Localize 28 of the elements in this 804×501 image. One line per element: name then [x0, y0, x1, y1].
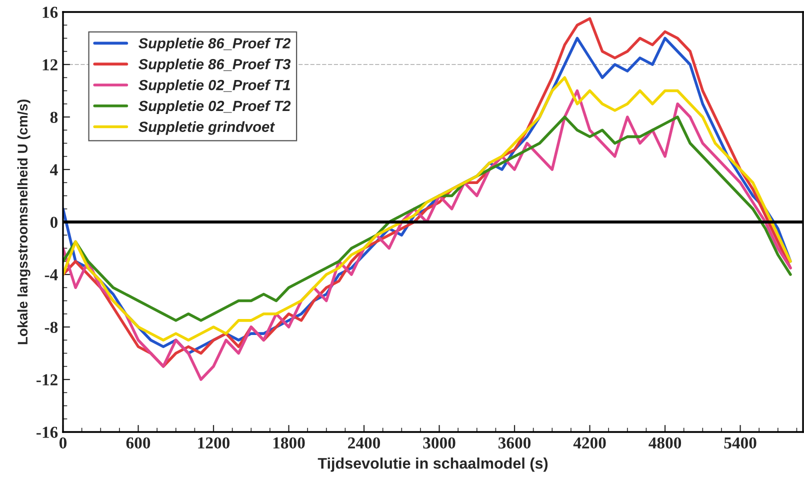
x-tick-label: 2400	[348, 437, 380, 449]
y-tick-label: 8	[50, 112, 58, 123]
y-tick-label: 0	[50, 216, 58, 228]
legend-label: Suppletie 86_Proef T2	[138, 38, 291, 52]
legend-label: Suppletie 02_Proef T1	[138, 79, 290, 94]
x-tick-label: 3600	[498, 437, 531, 449]
y-tick-label: -8	[44, 322, 58, 333]
y-tick-label: 16	[42, 6, 58, 18]
y-tick-label: -12	[36, 374, 58, 386]
x-tick-label: 600	[126, 437, 150, 449]
x-tick-label: 3000	[423, 437, 456, 449]
y-axis-title: Lokale langsstroomsnelheid U (cm/s)	[17, 100, 30, 344]
y-tick-label: 12	[42, 59, 58, 70]
legend-label: Suppletie 02_Proef T2	[138, 100, 291, 114]
x-axis-title: Tijdsevolutie in schaalmodel (s)	[318, 458, 548, 472]
y-tick-label: -4	[44, 269, 58, 280]
x-tick-label: 4200	[573, 437, 606, 449]
x-tick-label: 0	[59, 437, 67, 449]
x-tick-label: 4800	[648, 437, 682, 449]
legend-label: Suppletie 86_Proef T3	[138, 58, 291, 72]
line-series	[63, 76, 792, 342]
x-tick-label: 1200	[198, 437, 230, 449]
y-tick-label: 4	[50, 164, 58, 176]
x-tick-label: 1800	[273, 437, 305, 449]
line-series	[63, 116, 792, 322]
x-tick-label: 5400	[724, 437, 756, 449]
legend-label: Suppletie grindvoet	[138, 121, 275, 135]
y-tick-label: -16	[36, 426, 58, 438]
